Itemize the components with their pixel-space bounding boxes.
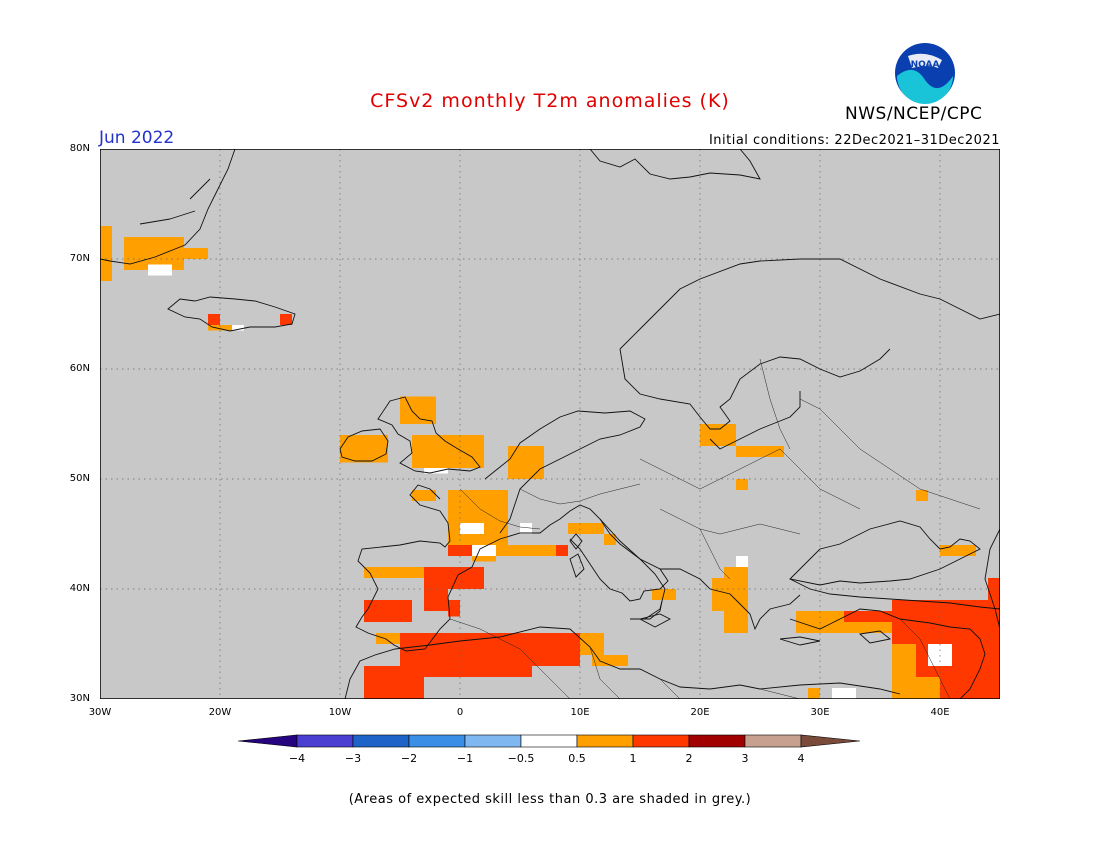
colorbar-label: −3 (344, 752, 362, 765)
colorbar-segment (296, 734, 354, 748)
lon-label-10e: 10E (570, 707, 590, 718)
colorbar-label: −2 (400, 752, 418, 765)
colorbar-segment (744, 734, 802, 748)
anomaly-cell-orange (496, 545, 556, 556)
anomaly-cell-orange (580, 633, 604, 655)
map-background (100, 149, 1000, 699)
colorbar (238, 734, 861, 748)
colorbar-segment (688, 734, 746, 748)
anomaly-cell-red (280, 314, 292, 325)
anomaly-cell-red (844, 611, 892, 622)
anomaly-cell-orange (364, 567, 424, 578)
anomaly-cell-orange (940, 545, 976, 556)
colorbar-right-arrow (800, 734, 861, 748)
colorbar-segment (352, 734, 410, 748)
lat-label-40n: 40N (69, 583, 90, 594)
anomaly-cell-orange (568, 523, 604, 534)
anomaly-cell-orange (208, 325, 232, 331)
colorbar-label: 2 (685, 752, 693, 765)
noaa-logo-icon: NOAA (894, 42, 956, 104)
anomaly-cell-orange (916, 490, 928, 501)
anomaly-cell-orange (916, 677, 940, 699)
anomaly-cell-orange (724, 611, 748, 633)
anomaly-cell-red (364, 666, 424, 699)
anomaly-cells (100, 226, 1000, 699)
anomaly-cell-red (892, 600, 1000, 633)
anomaly-cell-orange (604, 534, 616, 545)
anomaly-cell-orange (100, 226, 112, 281)
anomaly-cell-red (424, 666, 532, 677)
initial-conditions: Initial conditions: 22Dec2021–31Dec2021 (708, 133, 1000, 148)
anomaly-cell-orange (184, 248, 208, 259)
anomaly-cell-orange (592, 655, 628, 666)
anomaly-cell-white (832, 688, 856, 699)
colorbar-left-arrow (238, 734, 298, 748)
month-label: Jun 2022 (99, 128, 175, 148)
anomaly-cell-orange (508, 446, 544, 479)
map-frame (100, 149, 1000, 699)
gridlines (100, 149, 1000, 699)
agency-label: NWS/NCEP/CPC (845, 104, 983, 124)
colorbar-segment (520, 734, 578, 748)
logo-text: NOAA (911, 60, 940, 70)
lon-label-10w: 10W (328, 707, 352, 718)
anomaly-cell-orange (736, 446, 784, 457)
anomaly-cell-orange (736, 479, 748, 490)
colorbar-segment (632, 734, 690, 748)
anomaly-cell-white (424, 468, 448, 474)
anomaly-cell-orange (724, 567, 748, 578)
colorbar-label: 0.5 (568, 752, 586, 765)
lat-label-60n: 60N (69, 363, 90, 374)
anomaly-cell-orange (892, 644, 916, 699)
anomaly-cell-red (364, 600, 412, 622)
colorbar-label: −4 (288, 752, 306, 765)
anomaly-cell-orange (808, 688, 820, 699)
anomaly-cell-orange (340, 435, 388, 463)
anomaly-cell-red (556, 545, 568, 556)
lon-label-20e: 20E (690, 707, 710, 718)
anomaly-cell-red (448, 567, 484, 589)
lon-label-30w: 30W (88, 707, 112, 718)
colorbar-label: −0.5 (507, 752, 535, 765)
anomaly-cell-orange (412, 435, 484, 468)
anomaly-cell-white (148, 264, 172, 276)
anomaly-cell-orange (448, 490, 508, 545)
anomaly-cell-white (232, 325, 244, 331)
footnote: (Areas of expected skill less than 0.3 a… (348, 792, 752, 807)
colorbar-segment (576, 734, 634, 748)
colorbar-label: 1 (629, 752, 637, 765)
anomaly-cell-white (520, 523, 532, 534)
anomaly-cell-red (448, 600, 460, 617)
map-title: CFSv2 monthly T2m anomalies (K) (370, 90, 730, 112)
anomaly-cell-white (460, 523, 484, 534)
lat-label-80n: 80N (69, 143, 90, 154)
anomaly-cell-orange (400, 396, 436, 424)
anomaly-cell-orange (700, 424, 736, 446)
colorbar-label: 4 (797, 752, 805, 765)
lon-label-0: 0 (456, 707, 464, 718)
anomaly-cell-red (988, 578, 1000, 600)
anomaly-cell-white (472, 545, 496, 556)
lon-label-40e: 40E (930, 707, 950, 718)
colorbar-segment (408, 734, 466, 748)
lat-label-70n: 70N (69, 253, 90, 264)
colorbar-label: 3 (741, 752, 749, 765)
lat-label-30n: 30N (69, 693, 90, 704)
lat-label-50n: 50N (69, 473, 90, 484)
anomaly-cell-red (400, 633, 580, 666)
colorbar-segment (464, 734, 522, 748)
colorbar-label: −1 (456, 752, 474, 765)
lon-label-20w: 20W (208, 707, 232, 718)
anomaly-cell-red (208, 314, 220, 325)
lon-label-30e: 30E (810, 707, 830, 718)
anomaly-cell-orange (412, 490, 436, 501)
coastlines (100, 149, 1000, 699)
country-borders (449, 358, 981, 699)
